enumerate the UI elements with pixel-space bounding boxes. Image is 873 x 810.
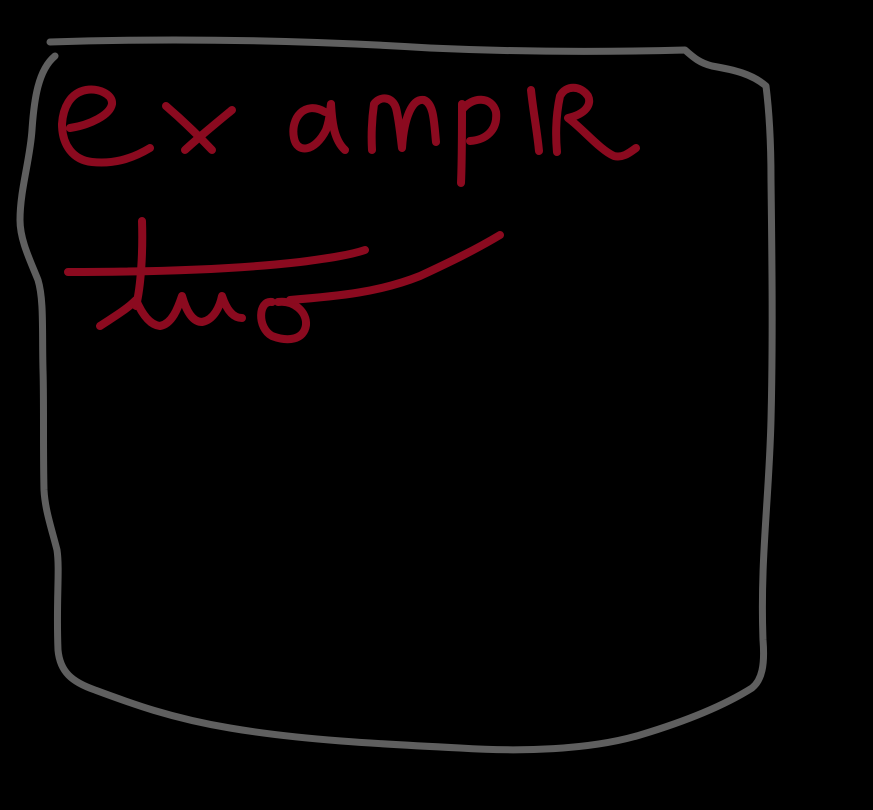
letter-o-stroke bbox=[257, 297, 310, 344]
letter-e-2-stroke bbox=[552, 83, 640, 161]
handwriting-two: two bbox=[64, 217, 504, 344]
letter-p-stroke bbox=[457, 95, 501, 187]
letter-a-stroke bbox=[289, 100, 349, 154]
letter-e-1-stroke bbox=[58, 85, 154, 167]
letter-l-stroke bbox=[527, 86, 543, 155]
letter-m-stroke bbox=[367, 94, 440, 154]
strike-line-2 bbox=[286, 231, 504, 304]
letter-x-stroke-a bbox=[162, 102, 216, 154]
letter-x-stroke-b bbox=[181, 106, 236, 154]
handwriting-example: example bbox=[58, 83, 640, 187]
strike-line-1 bbox=[64, 246, 369, 276]
letter-t-stem-stroke bbox=[132, 217, 147, 310]
letter-tw-stroke bbox=[96, 292, 246, 330]
hand-drawn-frame bbox=[16, 36, 776, 754]
